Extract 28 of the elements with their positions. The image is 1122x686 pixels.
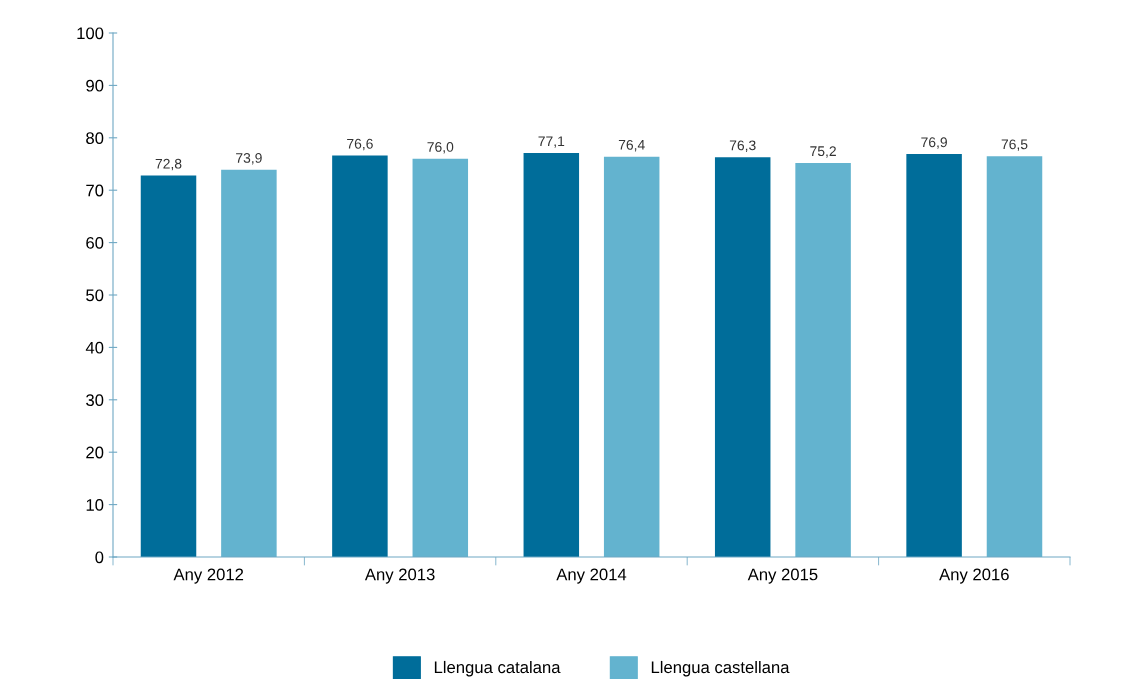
y-tick-label: 100 — [77, 27, 104, 40]
y-tick-label: 70 — [86, 184, 104, 197]
y-tick-label: 40 — [85, 341, 104, 354]
x-tick-label: Any 2015 — [747, 568, 818, 584]
x-tick-label: Any 2014 — [556, 568, 627, 584]
data-label: 77,1 — [538, 136, 565, 148]
legend-label: Llengua catalana — [434, 660, 561, 677]
x-tick-label: Any 2012 — [173, 568, 244, 584]
data-label: 72,8 — [155, 158, 182, 171]
y-tick-label: 20 — [86, 446, 104, 459]
y-tick-label: 60 — [86, 237, 104, 249]
y-tick-label: 0 — [95, 551, 104, 564]
x-tick-label: Any 2013 — [364, 568, 435, 584]
data-label: 76,5 — [1001, 139, 1028, 151]
data-label: 76,6 — [347, 138, 373, 151]
data-label: 75,2 — [810, 146, 836, 158]
legend-label: Llengua castellana — [651, 660, 790, 677]
data-label: 76,9 — [921, 137, 947, 149]
y-tick-label: 10 — [86, 499, 104, 511]
data-label: 76,0 — [427, 142, 454, 154]
y-tick-label: 90 — [86, 79, 104, 92]
y-tick-label: 30 — [86, 394, 104, 406]
y-tick-label: 50 — [86, 289, 104, 302]
data-label: 73,9 — [236, 153, 262, 165]
data-label: 76,4 — [618, 139, 645, 152]
data-label: 76,3 — [729, 140, 756, 152]
y-tick-label: 80 — [86, 132, 104, 144]
x-tick-label: Any 2016 — [939, 568, 1009, 584]
